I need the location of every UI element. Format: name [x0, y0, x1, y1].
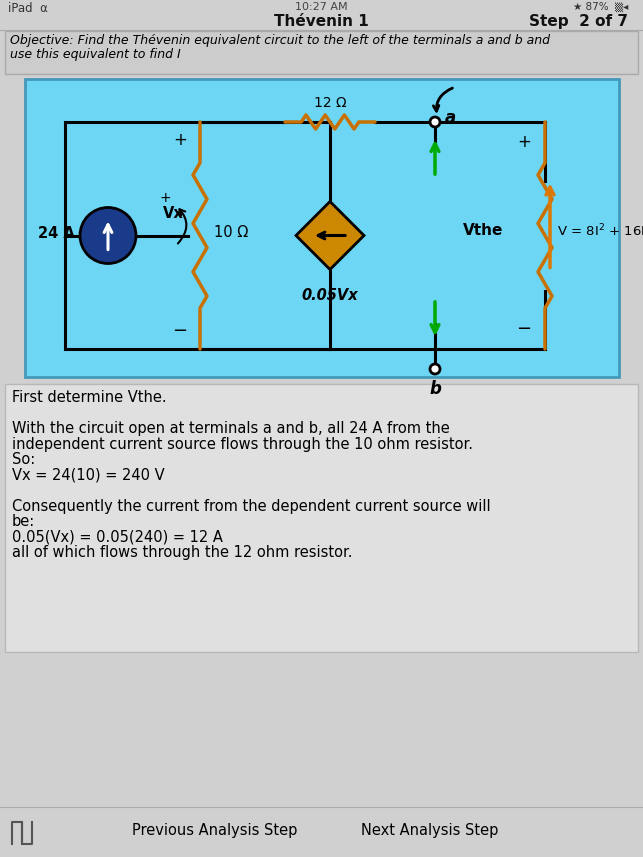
Bar: [5, 384, 638, 652]
Text: a: a: [445, 109, 457, 127]
Bar: [0, 807, 643, 857]
Circle shape: [80, 207, 136, 263]
Polygon shape: [296, 201, 364, 269]
Text: independent current source flows through the 10 ohm resistor.: independent current source flows through…: [12, 436, 473, 452]
Bar: [25, 79, 619, 377]
Text: Consequently the current from the dependent current source will: Consequently the current from the depend…: [12, 499, 491, 513]
Text: −: −: [172, 322, 188, 340]
Text: First determine Vthe.: First determine Vthe.: [12, 390, 167, 405]
Text: all of which flows through the 12 ohm resistor.: all of which flows through the 12 ohm re…: [12, 545, 352, 560]
Text: −: −: [516, 320, 531, 338]
Text: 12 Ω: 12 Ω: [314, 96, 347, 110]
Text: So:: So:: [12, 452, 35, 467]
Text: 10 Ω: 10 Ω: [214, 225, 248, 240]
Text: Step  2 of 7: Step 2 of 7: [529, 14, 628, 29]
Text: 0.05Vx: 0.05Vx: [302, 287, 358, 303]
Text: V = 8I$^2$ + 16I: V = 8I$^2$ + 16I: [557, 222, 643, 239]
Text: Previous Analysis Step: Previous Analysis Step: [132, 824, 298, 838]
Text: b: b: [429, 380, 441, 398]
Circle shape: [430, 117, 440, 127]
Text: Objective: Find the Thévenin equivalent circuit to the left of the terminals a a: Objective: Find the Thévenin equivalent …: [10, 34, 550, 47]
Text: +: +: [159, 190, 171, 205]
Bar: [0, 0, 643, 30]
Text: iPad  ⍺: iPad ⍺: [8, 2, 48, 15]
Text: +: +: [517, 133, 531, 151]
Text: +: +: [173, 131, 187, 149]
Text: ★ 87%  ▒◂: ★ 87% ▒◂: [573, 2, 628, 12]
Text: With the circuit open at terminals a and b, all 24 A from the: With the circuit open at terminals a and…: [12, 421, 449, 436]
Text: Thévenin 1: Thévenin 1: [274, 14, 368, 29]
Bar: [5, 31, 638, 74]
Text: Vthe: Vthe: [463, 223, 503, 238]
Text: Vx = 24(10) = 240 V: Vx = 24(10) = 240 V: [12, 468, 165, 482]
Text: 24 A: 24 A: [38, 226, 75, 241]
Text: be:: be:: [12, 514, 35, 529]
Text: use this equivalent to find I: use this equivalent to find I: [10, 48, 181, 61]
Text: 0.05(Vx) = 0.05(240) = 12 A: 0.05(Vx) = 0.05(240) = 12 A: [12, 530, 223, 544]
Circle shape: [430, 364, 440, 374]
Text: 10:27 AM: 10:27 AM: [294, 2, 347, 12]
Text: Next Analysis Step: Next Analysis Step: [361, 824, 499, 838]
Text: Vx: Vx: [163, 206, 184, 221]
